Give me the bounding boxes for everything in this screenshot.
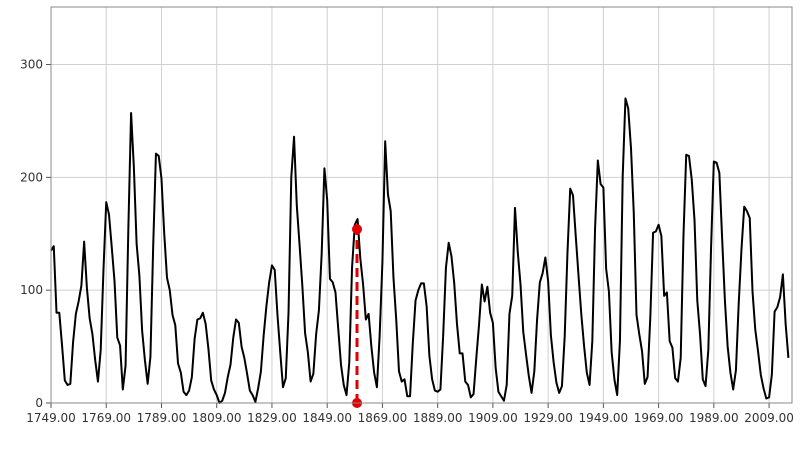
x-tick-label: 1749.00 [26, 411, 76, 425]
x-tick-label: 1769.00 [81, 411, 131, 425]
x-tick-label: 1789.00 [137, 411, 187, 425]
x-tick-label: 1969.00 [634, 411, 684, 425]
x-tick-label: 1929.00 [523, 411, 573, 425]
x-tick-label: 1949.00 [579, 411, 629, 425]
x-tick-label: 1829.00 [247, 411, 297, 425]
x-tick-label: 1849.00 [302, 411, 352, 425]
x-tick-label: 1989.00 [689, 411, 739, 425]
x-tick-label: 1889.00 [413, 411, 463, 425]
y-tick-label: 300 [20, 58, 43, 72]
y-tick-label: 100 [20, 283, 43, 297]
plot-border [50, 6, 793, 404]
y-tick-label: 0 [35, 396, 43, 410]
x-tick-label: 1809.00 [192, 411, 242, 425]
y-tick-label: 200 [20, 170, 43, 184]
x-tick-label: 1909.00 [468, 411, 518, 425]
series-line [50, 97, 790, 404]
highlight-point [352, 224, 363, 235]
x-tick-label: 2009.00 [744, 411, 794, 425]
x-tick-label: 1869.00 [358, 411, 408, 425]
